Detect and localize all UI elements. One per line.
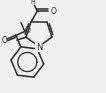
Text: O: O: [1, 36, 7, 45]
Text: N: N: [36, 43, 42, 52]
Text: H: H: [31, 0, 35, 5]
Text: O: O: [51, 7, 57, 16]
Text: O: O: [25, 26, 31, 35]
